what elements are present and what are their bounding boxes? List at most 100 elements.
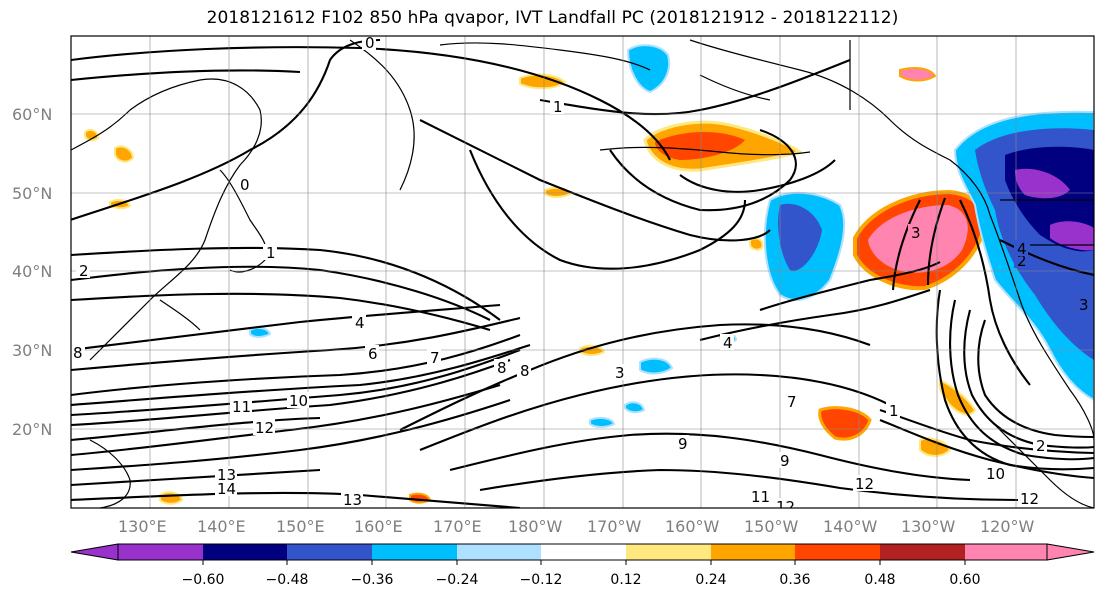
colorbar-tick-label: 0.12: [610, 572, 641, 588]
gulf-pink: [899, 67, 937, 82]
north-america-peak-2: [1050, 221, 1094, 251]
contour-label: 12: [855, 475, 874, 493]
lat-label: 20°N: [12, 420, 52, 439]
contour-label: 7: [787, 393, 797, 411]
lon-label: 130°E: [118, 517, 167, 536]
contour-label: 9: [780, 452, 790, 470]
lon-label: 140°W: [823, 517, 878, 536]
contour-label: 11: [751, 488, 770, 506]
scatter-blob-9: [749, 237, 764, 251]
colorbar-tick-label: −0.12: [520, 572, 563, 588]
colorbar-tick-label: 0.60: [949, 572, 980, 588]
coastlines: [71, 39, 1094, 508]
subtropical-strip-2: [919, 437, 952, 457]
contour-label: 13: [343, 491, 362, 509]
colorbar-bin: [711, 544, 795, 560]
lon-label: 130°W: [901, 517, 956, 536]
north-america-peak: [1015, 168, 1070, 199]
contour-label: 2: [1017, 252, 1027, 270]
lat-label: 40°N: [12, 262, 52, 281]
colorbar-tick-label: 0.48: [864, 572, 895, 588]
colorbar-bin: [457, 544, 541, 560]
scatter-blob-7: [159, 491, 184, 505]
scatter-blob-1: [114, 145, 135, 163]
lon-label: 140°E: [197, 517, 246, 536]
subtropical-positive-anomaly: [818, 406, 872, 441]
lon-label: 170°W: [587, 517, 642, 536]
contour-label: 9: [678, 435, 688, 453]
graticule: [71, 36, 1094, 508]
bering-negative-anomaly: [626, 44, 670, 94]
colorbar-bin: [965, 544, 1047, 560]
colorbar-bin: [203, 544, 287, 560]
contour-label: 13: [217, 466, 236, 484]
colorbar-bin: [541, 544, 626, 560]
lon-label: 170°E: [433, 517, 482, 536]
contour-label: 3: [615, 364, 625, 382]
latitude-axis: 60°N 50°N 40°N 30°N 20°N: [12, 105, 52, 439]
contour-label-layer: 0 1 1 2 3 4 4 6 7 8 9 9 10 11: [71, 34, 1090, 516]
colorbar-tick-label: 0.24: [695, 572, 726, 588]
colorbar: −0.60 −0.48 −0.36 −0.24 −0.12 0.12 0.24 …: [70, 543, 1095, 588]
contour-label: 6: [368, 345, 378, 363]
contour-label: 12: [1020, 490, 1039, 508]
scatter-blob-5: [639, 357, 674, 375]
colorbar-max-extension: [1046, 543, 1095, 561]
colorbar-tick-label: −0.24: [436, 572, 479, 588]
contour-label: 10: [289, 392, 308, 410]
contour-label: 4: [723, 334, 733, 352]
lon-label: 120°W: [980, 517, 1035, 536]
contour-label: 4: [355, 314, 365, 332]
lon-label: 180°W: [508, 517, 563, 536]
scatter-blob-10: [589, 416, 616, 428]
colorbar-bin: [287, 544, 372, 560]
map-frame: [70, 35, 1095, 509]
colorbar-bin: [880, 544, 965, 560]
lon-label: 150°W: [744, 517, 799, 536]
lat-label: 50°N: [12, 184, 52, 203]
colorbar-tick-label: −0.60: [182, 572, 225, 588]
colorbar-bin: [626, 544, 711, 560]
scatter-blob-8: [249, 326, 272, 338]
contour-label: 7: [430, 349, 440, 367]
contour-label: 4: [1017, 240, 1027, 258]
contour-label: 8: [497, 359, 507, 377]
contour-label: 11: [232, 398, 251, 416]
contour-label: 2: [79, 262, 89, 280]
colorbar-bin: [118, 544, 203, 560]
contour-label: 8: [73, 344, 83, 362]
colorbar-bin: [795, 544, 880, 560]
colorbar-bin: [372, 544, 457, 560]
colorbar-tick-label: 0.36: [779, 572, 810, 588]
longitude-axis: 130°E 140°E 150°E 160°E 170°E 180°W 170°…: [118, 517, 1035, 536]
contour-label: 14: [217, 480, 236, 498]
contour-label: 0: [365, 34, 375, 52]
shaded-field-layer: [84, 44, 1094, 505]
mid-pacific-core: [778, 203, 822, 271]
contour-label: 8: [520, 362, 530, 380]
contour-label: 1: [266, 244, 276, 262]
contour-label: 12: [776, 498, 795, 516]
contour-label: 10: [986, 465, 1005, 483]
contour-label: 2: [1036, 437, 1046, 455]
contour-label: 1: [889, 402, 899, 420]
lat-label: 30°N: [12, 341, 52, 360]
contour-label: 3: [1079, 296, 1089, 314]
map-content: 0 1 1 2 3 4 4 6 7 8 9 9 10 11: [71, 34, 1094, 516]
contour-label: 12: [255, 419, 274, 437]
colorbar-tick-label: −0.36: [351, 572, 394, 588]
scatter-blob-3: [544, 186, 572, 198]
lat-label: 60°N: [12, 105, 52, 124]
lon-label: 160°W: [665, 517, 720, 536]
contour-label: 3: [911, 224, 921, 242]
contour-label: 0: [240, 176, 250, 194]
contour-label: 1: [553, 98, 563, 116]
scatter-blob-4: [579, 344, 606, 356]
colorbar-tick-label: −0.48: [266, 572, 309, 588]
lon-label: 150°E: [276, 517, 325, 536]
scatter-blob-11: [624, 401, 646, 414]
colorbar-ticks: [202, 560, 966, 565]
lon-label: 160°E: [354, 517, 403, 536]
colorbar-min-extension: [70, 543, 119, 561]
